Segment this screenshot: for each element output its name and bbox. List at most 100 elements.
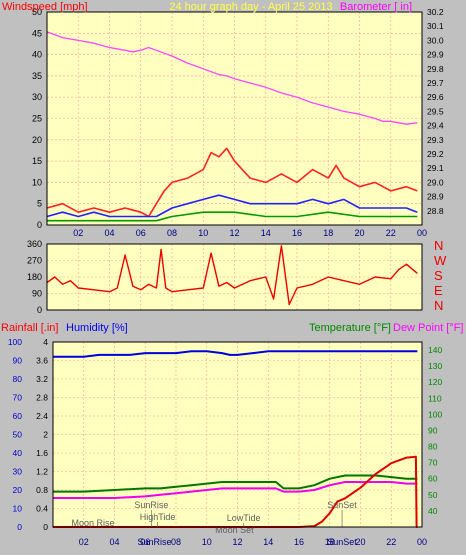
chart-title: 24 hour graph day - April 25 2013 — [169, 1, 332, 13]
x-tick-label: 14 — [261, 228, 271, 238]
sun-mark-label: SunRise — [137, 537, 171, 547]
annotation-label: Moon Set — [215, 525, 254, 535]
temperature-tick-label: 40 — [428, 506, 438, 516]
temperature-tick-label: 60 — [428, 474, 438, 484]
x-tick-label: 20 — [355, 537, 365, 547]
x-tick-label: 18 — [323, 228, 333, 238]
x-tick-label: 02 — [79, 537, 89, 547]
wind-direction-line — [46, 245, 418, 306]
wind-speed-line — [46, 194, 418, 218]
windspeed-tick-label: 20 — [32, 135, 42, 145]
left-tick-labels: 0 90 180 270 360 — [27, 239, 42, 315]
rain-tick-label: 1.2 — [36, 467, 48, 477]
series-group — [46, 31, 418, 222]
x-tick-label: 22 — [386, 228, 396, 238]
compass-label: N — [434, 298, 443, 313]
left-tick-labels: 0 5 10 15 20 25 30 35 40 45 50 — [32, 7, 42, 230]
right-tick-labels: 28.8 28.9 29.0 29.1 29.2 29.3 29.4 29.5 29.6 29.7… — [427, 7, 444, 216]
annotation-label: HighTide — [140, 512, 176, 522]
barometer-line — [46, 31, 418, 125]
x-tick-label: 12 — [232, 537, 242, 547]
humidity-line — [53, 350, 418, 358]
windspeed-tick-label: 5 — [37, 199, 42, 209]
temperature-tick-label: 50 — [428, 490, 438, 500]
rain-tick-label: 2.8 — [36, 393, 48, 403]
x-tick-label: 10 — [198, 228, 208, 238]
x-tick-label: 20 — [354, 228, 364, 238]
barometer-tick-label: 29.9 — [427, 50, 444, 60]
humidity-tick-label: 20 — [13, 485, 23, 495]
humidity-axis-label: Humidity [%] — [66, 322, 128, 334]
barometer-tick-label: 29.0 — [427, 177, 444, 187]
barometer-tick-label: 30.2 — [427, 7, 444, 17]
temperature-tick-label: 90 — [428, 425, 438, 435]
dewpoint-axis-label: Dew Point [°F] — [393, 322, 463, 334]
annotation-label: Moon Rise — [71, 518, 114, 528]
series-group — [46, 245, 418, 306]
x-tick-label: 22 — [386, 537, 396, 547]
barometer-tick-label: 29.5 — [427, 106, 444, 116]
grid — [53, 342, 422, 527]
windspeed-tick-label: 10 — [32, 177, 42, 187]
humidity-tick-label: 30 — [13, 467, 23, 477]
windspeed-tick-label: 30 — [32, 92, 42, 102]
windspeed-tick-label: 45 — [32, 28, 42, 38]
windspeed-tick-label: 0 — [37, 220, 42, 230]
barometer-axis-label: Barometer [ in] — [340, 1, 412, 13]
humidity-tick-label: 100 — [8, 337, 22, 347]
barometer-tick-label: 28.8 — [427, 206, 444, 216]
plot-frame — [52, 341, 423, 528]
barometer-tick-label: 29.8 — [427, 64, 444, 74]
rain-tick-label: 0.8 — [36, 485, 48, 495]
x-tick-label: 04 — [104, 228, 114, 238]
x-tick-label: 10 — [202, 537, 212, 547]
x-tick-label: 16 — [292, 228, 302, 238]
windspeed-tick-label: 25 — [32, 114, 42, 124]
temperature-tick-label: 70 — [428, 458, 438, 468]
x-tick-label: 14 — [263, 537, 273, 547]
barometer-tick-label: 28.9 — [427, 192, 444, 202]
temperature-tick-label: 80 — [428, 442, 438, 452]
barometer-tick-label: 29.6 — [427, 92, 444, 102]
temperature-axis-label: Temperature [°F] — [309, 322, 391, 334]
humidity-tick-labels: 0 10 20 30 40 50 60 70 80 90 100 — [8, 337, 22, 532]
compass-label: E — [434, 283, 443, 298]
compass-label: W — [434, 253, 447, 268]
humidity-tick-label: 60 — [13, 411, 23, 421]
barometer-tick-label: 29.1 — [427, 163, 444, 173]
humidity-tick-label: 40 — [13, 448, 23, 458]
rain-tick-labels: 0 0.4 0.8 1.2 1.6 2 2.4 2.8 3.2 3.6 4 — [36, 337, 48, 532]
barometer-tick-label: 29.4 — [427, 121, 444, 131]
rain-tick-label: 0 — [43, 522, 48, 532]
x-tick-label: 08 — [167, 228, 177, 238]
humidity-tick-label: 70 — [13, 393, 23, 403]
humidity-tick-label: 80 — [13, 374, 23, 384]
x-tick-label: 06 — [136, 228, 146, 238]
temperature-tick-label: 120 — [428, 377, 442, 387]
direction-tick-label: 270 — [27, 256, 42, 266]
windspeed-tick-label: 40 — [32, 50, 42, 60]
sun-mark-label: SunSet — [327, 537, 357, 547]
x-tick-label: 08 — [171, 537, 181, 547]
rain-humidity-temp-panel: SunRise HighTide LowTide SunSet Moon Rise Moo… — [1, 322, 463, 547]
rain-tick-label: 2.4 — [36, 411, 48, 421]
barometer-tick-label: 29.2 — [427, 149, 444, 159]
temperature-tick-label: 130 — [428, 361, 442, 371]
rainfall-axis-label: Rainfall [.in] — [1, 322, 58, 334]
humidity-tick-label: 50 — [13, 430, 23, 440]
annotation-label: SunRise — [134, 500, 168, 510]
barometer-tick-label: 29.3 — [427, 135, 444, 145]
x-tick-label: 16 — [294, 537, 304, 547]
grid — [47, 12, 422, 225]
x-tick-label: 04 — [109, 537, 119, 547]
x-tick-labels: 02 04 06 08 10 12 14 16 18 20 22 00 SunRise SunSet — [79, 537, 427, 547]
temperature-tick-label: 100 — [428, 409, 442, 419]
humidity-tick-label: 10 — [13, 504, 23, 514]
windspeed-tick-label: 15 — [32, 156, 42, 166]
x-tick-label: 12 — [229, 228, 239, 238]
temperature-tick-labels: 40 50 60 70 80 90 100 110 120 130 140 — [428, 345, 442, 516]
compass-label: S — [434, 268, 443, 283]
compass-label: N — [434, 238, 443, 253]
